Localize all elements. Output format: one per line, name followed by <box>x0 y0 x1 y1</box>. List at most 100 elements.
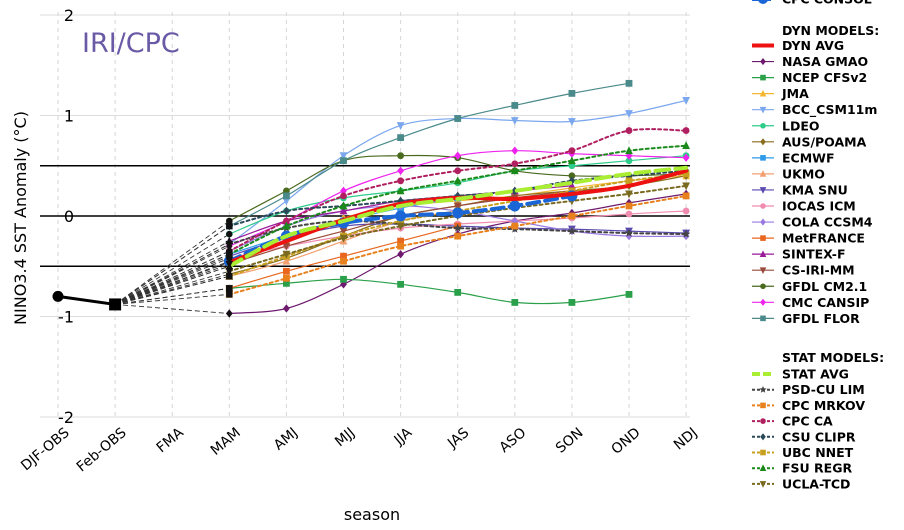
series-fsu-regr <box>225 141 690 258</box>
legend-marker <box>760 138 766 146</box>
legend-item: AUS/POAMA <box>752 134 867 149</box>
legend-marker <box>758 0 768 4</box>
x-tick-label: AMJ <box>271 425 301 454</box>
legend-label: LDEO <box>782 118 820 133</box>
legend-item: FSU REGR <box>752 461 852 476</box>
legend-marker <box>760 402 766 409</box>
data-point <box>510 166 519 175</box>
data-point <box>453 176 462 185</box>
data-point <box>568 118 576 126</box>
data-point <box>568 172 576 180</box>
data-point <box>397 249 404 259</box>
data-point <box>453 223 462 232</box>
x-tick-label: DJF-OBS <box>18 425 73 474</box>
x-tick-label: SON <box>553 425 587 457</box>
start-point <box>226 230 233 238</box>
series-line <box>228 128 688 253</box>
data-point <box>453 202 462 211</box>
x-tick-label: MAM <box>208 425 244 459</box>
data-point <box>339 227 348 236</box>
data-point <box>397 152 404 160</box>
data-point <box>283 206 290 216</box>
data-point <box>282 242 291 251</box>
data-point <box>283 217 290 225</box>
data-point <box>682 192 690 200</box>
init-connector <box>114 253 230 305</box>
data-point <box>397 177 404 185</box>
start-point <box>225 261 233 269</box>
legend-marker <box>759 89 767 97</box>
y-tick-label: 1 <box>64 107 74 126</box>
legend-marker <box>760 74 766 81</box>
legend-item: CS-IRI-MM <box>752 263 855 278</box>
legend-label: CPC MRKOV <box>782 398 865 413</box>
data-point <box>568 299 576 306</box>
series-line <box>228 172 688 278</box>
legend-marker <box>759 187 767 194</box>
data-point <box>511 222 519 230</box>
data-point <box>511 299 519 306</box>
init-connector <box>114 243 230 305</box>
legend-item: DYN AVG <box>752 38 844 53</box>
init-connector <box>114 240 230 305</box>
legend-item: KMA SNU <box>752 182 848 197</box>
data-point <box>454 151 462 160</box>
data-point <box>568 147 576 155</box>
legend-item: NASA GMAO <box>752 54 868 69</box>
data-point <box>682 170 690 178</box>
legend-item: CSU CLIPR <box>752 429 856 444</box>
legend-item: GFDL CM2.1 <box>752 279 867 294</box>
x-tick-label: FMA <box>154 425 187 457</box>
legend-label: UBC NNET <box>782 445 854 460</box>
start-point <box>226 285 233 292</box>
init-connector <box>114 245 230 305</box>
init-connector <box>115 293 230 305</box>
data-point <box>625 110 633 118</box>
legend-label: CS-IRI-MM <box>782 263 855 278</box>
start-point <box>225 239 234 248</box>
data-point <box>454 288 462 296</box>
legend-label: CMC CANSIP <box>782 295 869 310</box>
series-line <box>228 99 687 245</box>
init-connector <box>114 275 230 305</box>
legend-label: UKMO <box>782 166 825 181</box>
data-point <box>682 127 690 134</box>
data-point <box>397 166 404 175</box>
data-point <box>509 200 521 212</box>
legend-group-header: STAT MODELS: <box>782 350 884 365</box>
legend-group-header: DYN MODELS: <box>782 23 879 38</box>
data-point <box>568 156 576 165</box>
legend-item: COLA CCSM4 <box>752 215 873 230</box>
x-tick-label: OND <box>609 425 644 458</box>
data-point <box>452 207 464 219</box>
legend-marker <box>760 298 766 306</box>
data-point <box>340 186 347 196</box>
data-point <box>282 221 291 230</box>
x-tick-label: JJA <box>391 425 416 449</box>
data-point <box>283 279 290 287</box>
data-point <box>682 141 690 150</box>
legend-label: KMA SNU <box>782 182 848 197</box>
data-point <box>625 210 633 218</box>
data-point <box>339 152 348 161</box>
legend-label: COLA CCSM4 <box>782 215 873 230</box>
legend-label: MetFRANCE <box>782 231 865 246</box>
start-point <box>226 309 233 318</box>
legend-marker <box>760 449 766 456</box>
legend-item: JMA <box>752 86 809 101</box>
series-line <box>228 82 630 227</box>
legend-label: IOCAS ICM <box>782 199 856 214</box>
data-point <box>682 97 690 105</box>
data-point <box>454 232 462 240</box>
data-point <box>282 256 291 265</box>
x-axis-title: season <box>344 505 400 524</box>
data-point <box>624 228 634 237</box>
legend-label: PSD-CU LIM <box>782 382 865 397</box>
data-point <box>396 122 405 130</box>
data-point <box>568 181 576 190</box>
legend-item: CPC CONSOL <box>752 0 872 7</box>
legend-item: ECMWF <box>752 150 834 165</box>
legend-label: BCC_CSM11m <box>782 102 877 118</box>
data-point <box>397 134 404 142</box>
start-point <box>225 249 233 258</box>
